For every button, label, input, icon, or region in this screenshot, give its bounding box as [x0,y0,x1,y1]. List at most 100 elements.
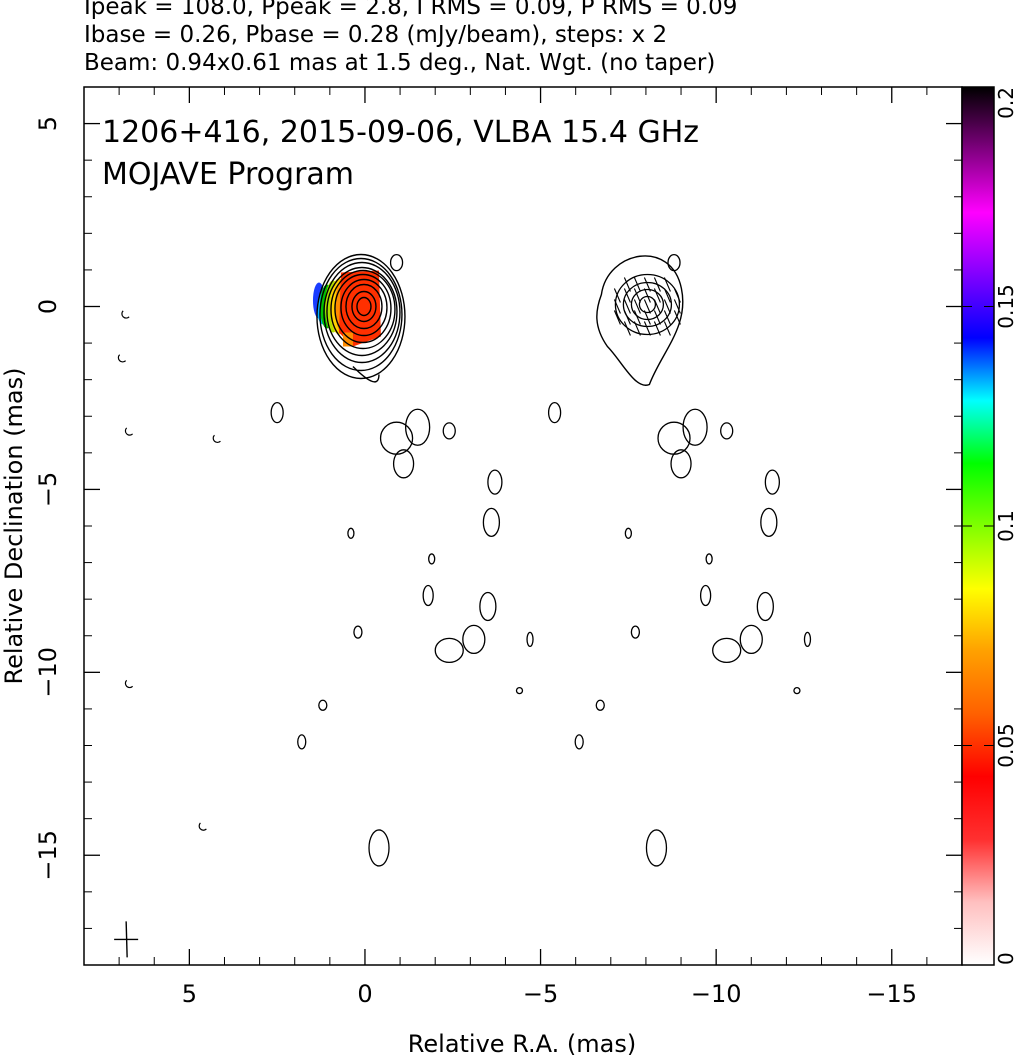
stokes-i-contour [316,253,406,380]
evpa-tick [663,310,671,325]
noise-contour-pol [645,829,668,867]
noise-contour [353,625,363,639]
evpa-tick [673,299,681,314]
stokes-i-contour [334,273,392,344]
stokes-i-core [312,253,406,383]
map-contents [114,253,812,958]
noise-contour [487,469,503,495]
noise-contour [428,553,436,565]
evpa-tick [643,310,651,325]
noise-contour [422,584,434,607]
evpa-tick [643,288,651,303]
evpa-tick [663,321,671,336]
stokes-i-contour [326,266,398,357]
polarized-contour [630,288,665,321]
noise-fragment [212,434,221,444]
plot-frame [83,86,963,966]
noise-contour [526,631,534,648]
noise-contour-pol [574,734,584,750]
y-tick-label: 5 [34,116,62,131]
noise-contour-pol [682,408,708,446]
header-stats-line-1: Ipeak = 108.0, Ppeak = 2.8, I RMS = 0.09… [84,0,738,20]
polarization-fraction-patch [342,332,353,347]
noise-fragment [121,310,130,319]
noise-contour-pol [630,625,641,639]
evpa-tick [623,288,631,303]
sidelobe-contours [117,253,812,867]
noise-contour-pol [699,584,712,607]
y-tick-label: −5 [34,472,62,507]
noise-contour [442,422,456,440]
evpa-tick [653,277,661,292]
y-tick-label: 0 [34,299,62,314]
evpa-tick [633,288,641,303]
noise-contour-pol [793,686,801,695]
noise-contour-pol [667,253,681,272]
y-axis-label: Relative Declination (mas) [0,367,28,684]
evpa-tick [623,299,631,314]
stokes-i-contour [351,290,377,323]
noise-contour [479,591,497,622]
evpa-tick [623,321,631,336]
evpa-tick [623,310,631,325]
evpa-tick [663,299,671,314]
x-tick-label: −10 [691,980,742,1008]
plot-title-line-1: 1206+416, 2015-09-06, VLBA 15.4 GHz [102,115,699,150]
x-tick-label: −5 [523,980,558,1008]
x-tick-label: 5 [182,980,197,1008]
noise-fragment [117,354,127,363]
y-tick-label: −10 [34,647,62,698]
axis-ticks: 5 0 −5 −10 −15 5 0 −5 −10 −15 [34,86,963,1008]
y-tick-label: −15 [34,830,62,881]
noise-contour-pol [803,631,812,648]
noise-contour [347,527,355,539]
stokes-i-contour [323,261,401,364]
header-stats-line-2: Ibase = 0.26, Pbase = 0.28 (mJy/beam), s… [84,22,668,48]
noise-contour-pol [739,624,763,655]
evpa-tick [613,310,621,325]
colorbar-tick-label: 0.05 [994,723,1018,768]
noise-contour [270,401,284,424]
noise-contour [392,449,415,479]
noise-fragment [198,822,207,831]
noise-contour-pol [547,401,562,424]
evpa-tick [643,299,651,314]
stokes-i-contour [345,283,383,330]
noise-contour [297,734,307,750]
evpa-tick [653,321,661,336]
evpa-tick [653,310,661,325]
colorbar-ticks: 0 0.05 0.1 0.15 0.2 [962,86,1018,966]
polarized-intensity-component [596,255,684,386]
x-tick-label: −15 [866,980,917,1008]
evpa-tick [673,310,681,325]
stokes-i-contour [356,296,372,317]
noise-contour [462,624,486,655]
evpa-tick [673,288,681,303]
evpa-tick [633,277,641,292]
polarized-contour [614,273,681,336]
noise-contour [482,507,501,537]
noise-contour [404,408,431,446]
plot-title-line-2: MOJAVE Program [102,157,354,192]
evpa-tick [643,277,651,292]
x-tick-label: 0 [357,980,372,1008]
evpa-tick [633,310,641,325]
x-axis-label: Relative R.A. (mas) [408,1030,636,1058]
evpa-tick [633,299,641,314]
stokes-i-contour [319,257,403,372]
stokes-i-contour [330,269,396,350]
noise-contour [318,699,328,711]
evpa-tick [663,288,671,303]
noise-contour [368,829,390,867]
evpa-tick [643,321,651,336]
noise-contour-pol [670,449,692,479]
polarized-contour [596,255,684,386]
evpa-tick [653,288,661,303]
stokes-i-contour [340,278,388,337]
colorbar-tick-label: 0.2 [994,87,1018,119]
noise-contour-pol [705,553,713,565]
evpa-tick [623,277,631,292]
noise-fragment [124,679,134,689]
header-beam-line: Beam: 0.94x0.61 mas at 1.5 deg., Nat. Wg… [84,50,716,76]
